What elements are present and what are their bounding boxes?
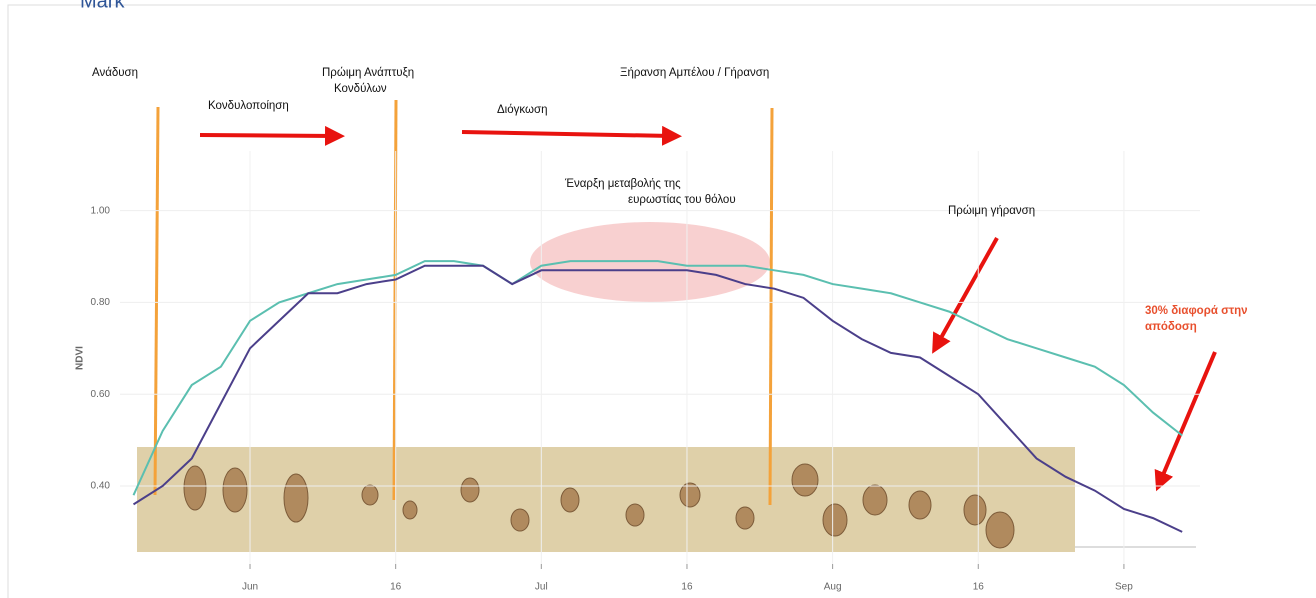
y-tick-label: 0.60 <box>91 389 111 400</box>
y-axis-label: NDVI <box>75 346 86 370</box>
annotation: Κονδυλοποίηση <box>208 100 289 112</box>
annotation: Διόγκωση <box>497 104 547 116</box>
annotation: Κονδύλων <box>334 83 387 95</box>
line <box>132 264 1183 533</box>
y-tick-label: 0.40 <box>91 481 111 492</box>
annotation: Ξήρανση Αμπέλου / Γήρανση <box>620 67 769 79</box>
x-tick-label: Sep <box>1115 582 1133 593</box>
annotation: Ανάδυση <box>92 67 138 79</box>
annotation: Πρώιμη Ανάπτυξη <box>322 67 414 79</box>
annotation: απόδοση <box>1145 321 1197 333</box>
x-tick-label: 16 <box>681 582 693 593</box>
y-tick-label: 1.00 <box>91 205 111 216</box>
x-tick-label: Jul <box>535 582 548 593</box>
soil <box>137 447 1075 552</box>
x-tick-label: 16 <box>390 582 402 593</box>
annotation: ευρωστίας του θόλου <box>628 194 736 206</box>
x-tick-label: Jun <box>242 582 258 593</box>
x-tick-label: 16 <box>973 582 985 593</box>
arrows <box>199 125 1217 492</box>
header: Mark <box>80 0 125 12</box>
x-tick-label: Aug <box>824 582 842 593</box>
y-tick-label: 0.80 <box>91 297 111 308</box>
annotation: Έναρξη μεταβολής της <box>564 178 681 190</box>
annotation: 30% διαφορά στην <box>1145 305 1248 317</box>
annotation: Πρώιμη γήρανση <box>948 205 1035 217</box>
